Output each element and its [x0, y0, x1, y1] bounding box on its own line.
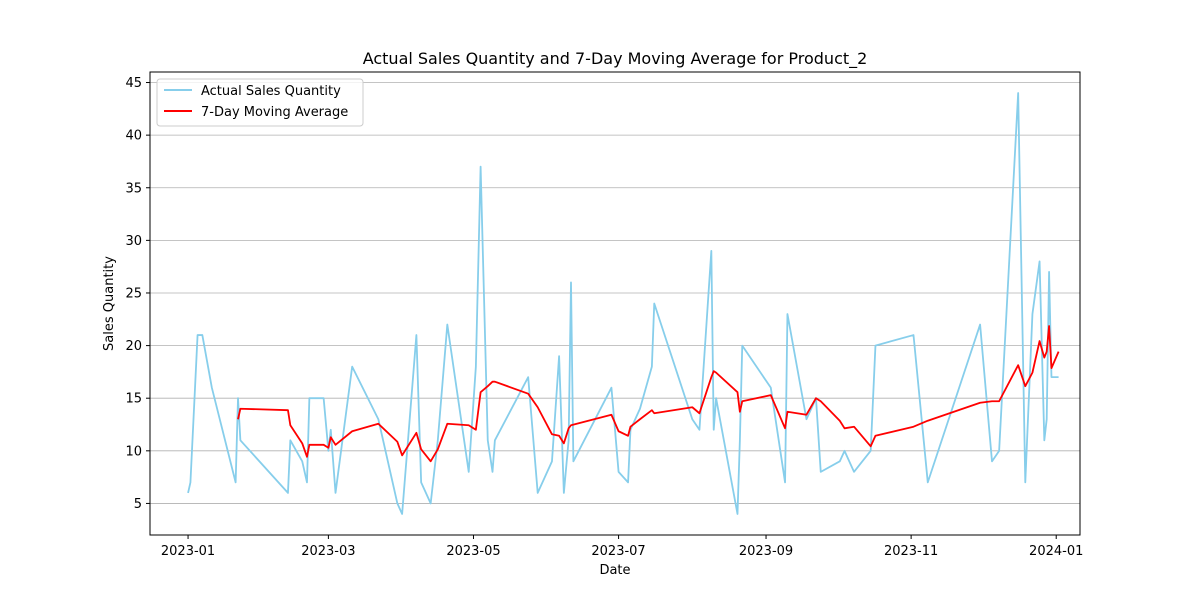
y-tick-label: 15 — [125, 392, 142, 407]
y-tick-label: 45 — [125, 76, 142, 91]
legend: Actual Sales Quantity 7-Day Moving Avera… — [156, 78, 364, 127]
x-tick-label: 2023-01 — [161, 544, 215, 559]
x-axis-label: Date — [599, 563, 630, 578]
y-tick-label: 10 — [125, 444, 142, 459]
x-axis: 2023-01 2023-03 2023-05 2023-07 2023-09 2023-… — [161, 535, 1083, 559]
series-line-actual-sales — [187, 92, 1059, 515]
x-tick-label: 2023-11 — [884, 544, 938, 559]
legend-label-moving-average: 7-Day Moving Average — [201, 105, 348, 120]
y-tick-label: 35 — [125, 181, 142, 196]
y-tick-label: 25 — [125, 286, 142, 301]
x-tick-label: 2023-03 — [301, 544, 355, 559]
y-tick-label: 20 — [125, 339, 142, 354]
x-tick-label: 2023-09 — [739, 544, 793, 559]
y-tick-label: 30 — [125, 234, 142, 249]
legend-label-actual: Actual Sales Quantity — [201, 84, 341, 99]
x-tick-label: 2023-07 — [591, 544, 645, 559]
chart-title: Actual Sales Quantity and 7-Day Moving A… — [363, 49, 868, 69]
series-layer — [187, 92, 1060, 515]
y-tick-label: 5 — [134, 497, 142, 512]
y-tick-label: 40 — [125, 129, 142, 144]
legend-box — [156, 78, 364, 127]
y-axis-label: Sales Quantity — [102, 256, 117, 351]
y-axis: 5 10 15 20 25 30 35 40 45 — [125, 76, 150, 512]
x-tick-label: 2024-01 — [1029, 544, 1083, 559]
x-tick-label: 2023-05 — [446, 544, 500, 559]
plot-frame — [149, 71, 1081, 536]
series-line-moving-average — [237, 325, 1060, 463]
